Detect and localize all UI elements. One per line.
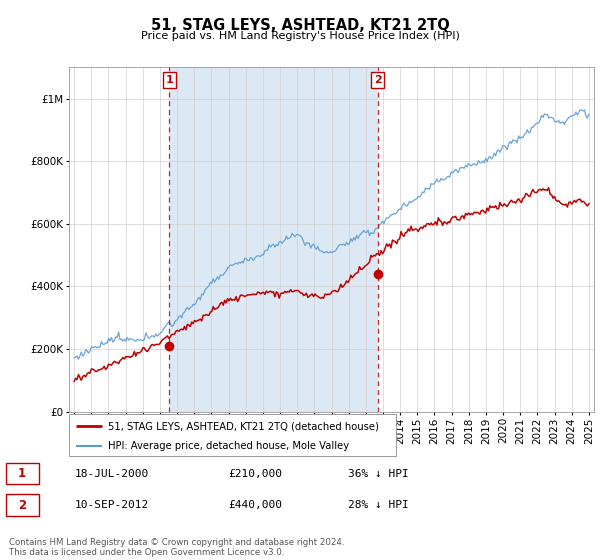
Text: 10-SEP-2012: 10-SEP-2012 bbox=[74, 500, 149, 510]
Text: 36% ↓ HPI: 36% ↓ HPI bbox=[347, 469, 408, 479]
Text: 1: 1 bbox=[166, 74, 173, 85]
Text: 28% ↓ HPI: 28% ↓ HPI bbox=[347, 500, 408, 510]
FancyBboxPatch shape bbox=[69, 414, 396, 456]
Text: £210,000: £210,000 bbox=[229, 469, 283, 479]
Text: 2: 2 bbox=[374, 74, 382, 85]
Text: 51, STAG LEYS, ASHTEAD, KT21 2TQ (detached house): 51, STAG LEYS, ASHTEAD, KT21 2TQ (detach… bbox=[108, 421, 379, 431]
Text: Contains HM Land Registry data © Crown copyright and database right 2024.
This d: Contains HM Land Registry data © Crown c… bbox=[9, 538, 344, 557]
Text: 1: 1 bbox=[18, 468, 26, 480]
Text: 2: 2 bbox=[18, 498, 26, 512]
Bar bbox=[169, 67, 377, 412]
Text: 51, STAG LEYS, ASHTEAD, KT21 2TQ: 51, STAG LEYS, ASHTEAD, KT21 2TQ bbox=[151, 18, 449, 33]
Text: HPI: Average price, detached house, Mole Valley: HPI: Average price, detached house, Mole… bbox=[108, 441, 349, 451]
Text: £440,000: £440,000 bbox=[229, 500, 283, 510]
FancyBboxPatch shape bbox=[6, 494, 38, 516]
FancyBboxPatch shape bbox=[6, 463, 38, 484]
Text: Price paid vs. HM Land Registry's House Price Index (HPI): Price paid vs. HM Land Registry's House … bbox=[140, 31, 460, 41]
Text: 18-JUL-2000: 18-JUL-2000 bbox=[74, 469, 149, 479]
